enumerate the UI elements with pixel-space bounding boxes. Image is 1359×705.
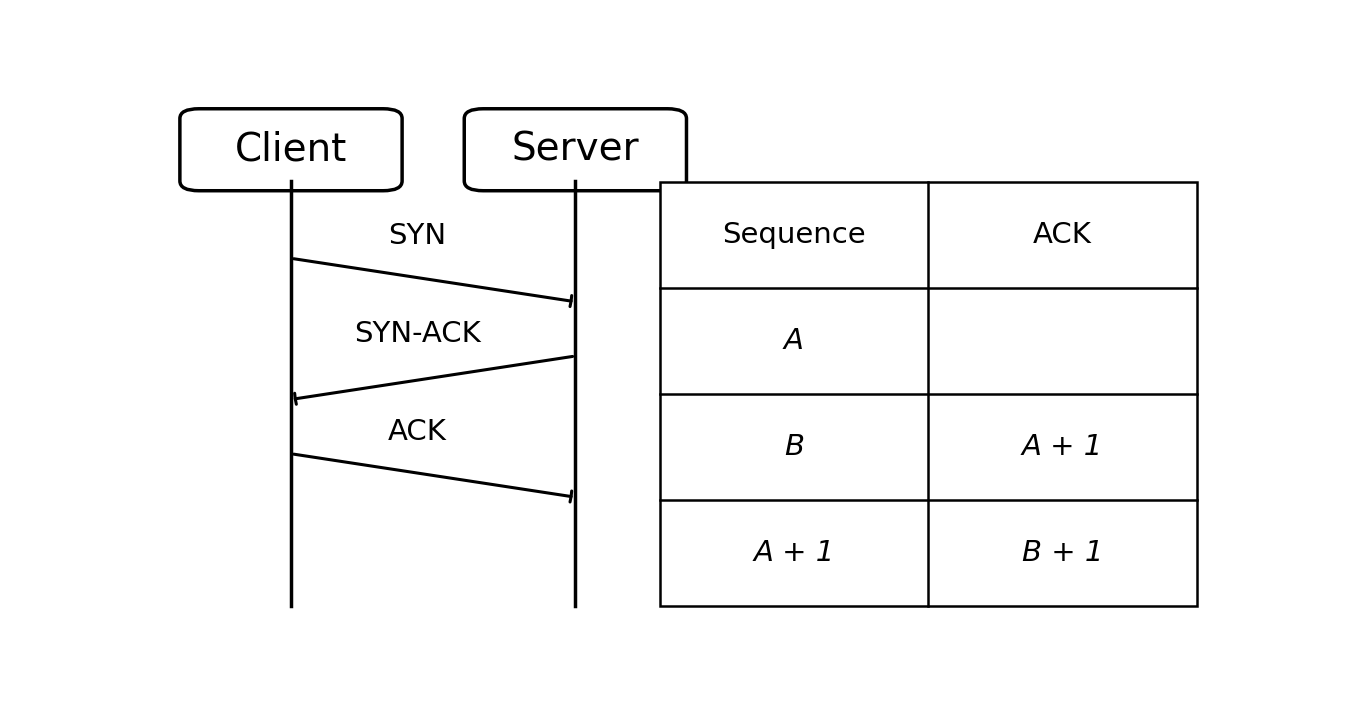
Text: SYN-ACK: SYN-ACK (353, 320, 481, 348)
Text: Sequence: Sequence (722, 221, 866, 250)
FancyBboxPatch shape (465, 109, 686, 191)
Text: ACK: ACK (387, 417, 447, 446)
Text: ACK: ACK (1033, 221, 1091, 250)
Bar (659, 183, 1197, 606)
Text: A: A (784, 327, 803, 355)
Text: Client: Client (235, 130, 347, 168)
Text: A + 1: A + 1 (753, 539, 834, 567)
FancyBboxPatch shape (179, 109, 402, 191)
Text: A + 1: A + 1 (1022, 433, 1104, 461)
Text: B: B (784, 433, 805, 461)
Text: Server: Server (511, 130, 639, 168)
Text: B + 1: B + 1 (1022, 539, 1104, 567)
Text: SYN: SYN (389, 222, 447, 250)
